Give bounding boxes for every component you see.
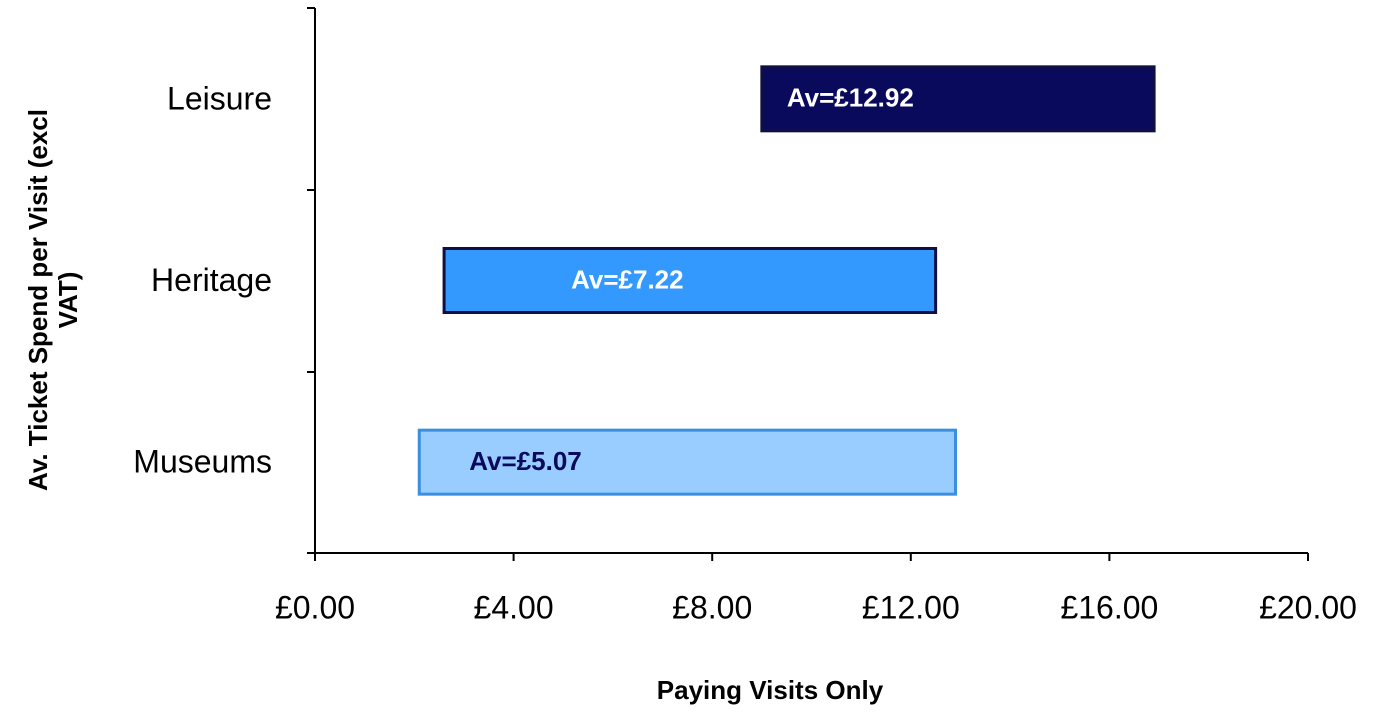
y-axis-title-line: Av. Ticket Spend per Visit (excl — [23, 109, 53, 491]
y-axis-title: Av. Ticket Spend per Visit (excl VAT) — [23, 109, 83, 491]
x-tick-label: £0.00 — [275, 589, 355, 625]
bar-annotation: Av=£5.07 — [469, 446, 582, 476]
bar — [760, 65, 1156, 133]
bar — [442, 247, 938, 314]
bar — [417, 428, 957, 496]
x-tick-label: £20.00 — [1259, 589, 1357, 625]
x-axis-title: Paying Visits Only — [657, 675, 884, 705]
x-tick-label: £12.00 — [862, 589, 960, 625]
bar-annotation: Av=£7.22 — [571, 264, 684, 294]
x-tick-label: £8.00 — [672, 589, 752, 625]
category-label: Leisure — [167, 80, 272, 116]
y-axis-title-line: VAT) — [53, 272, 83, 329]
bar-annotation: Av=£12.92 — [787, 83, 914, 113]
x-tick-label: £4.00 — [474, 589, 554, 625]
category-label: Heritage — [151, 262, 272, 298]
category-label: Museums — [133, 444, 272, 480]
x-tick-label: £16.00 — [1060, 589, 1158, 625]
